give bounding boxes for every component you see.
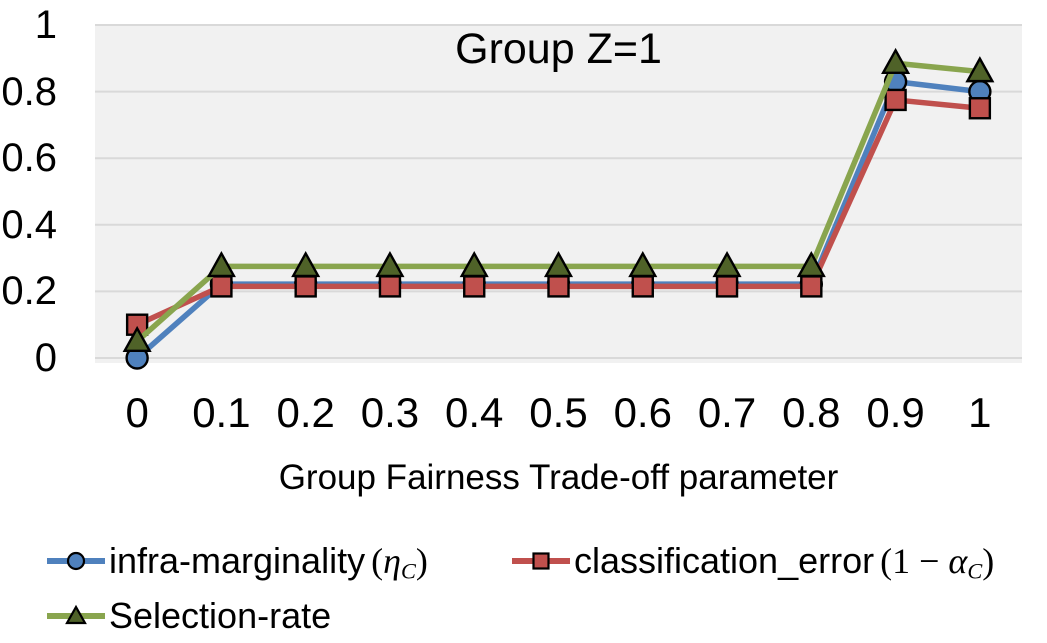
- series-marker-triangle: [459, 250, 489, 278]
- x-tick-label: 0.3: [360, 389, 420, 436]
- x-tick-label: 0.8: [782, 389, 841, 436]
- series-marker-square: [294, 275, 317, 298]
- x-tick-label: 0.5: [529, 389, 588, 436]
- legend-math: (1 − αC): [880, 541, 995, 584]
- legend-item: Selection-rate: [46, 593, 511, 639]
- legend: infra-marginality (ηC) classification_erro…: [46, 538, 1046, 639]
- plot-background: [95, 25, 1022, 363]
- legend-item: classification_error (1 − αC): [511, 538, 1046, 584]
- x-tick-label: 0.2: [276, 389, 335, 436]
- square-marker-icon: [532, 552, 550, 570]
- y-tick-label: 0.4: [1, 202, 57, 247]
- legend-swatch-square: [512, 552, 570, 570]
- y-tick-label: 1: [34, 3, 57, 47]
- series-marker-square: [210, 275, 233, 298]
- series-marker-square: [715, 275, 739, 298]
- x-tick-label: 0.4: [445, 389, 504, 436]
- legend-label: infra-marginality (ηC): [109, 540, 428, 584]
- x-tick-label: 0.6: [613, 389, 672, 436]
- legend-swatch-triangle: [47, 604, 105, 625]
- series-marker-triangle: [122, 325, 152, 353]
- y-tick-label: 0.6: [1, 136, 57, 181]
- series-marker-triangle: [712, 250, 742, 278]
- series-marker-triangle: [628, 250, 658, 278]
- x-axis-title: Group Fairness Trade-off parameter: [278, 458, 839, 497]
- circle-marker-icon: [66, 551, 86, 571]
- series-marker-square: [547, 275, 570, 298]
- series-marker-square: [631, 275, 654, 298]
- series-marker-square: [884, 88, 907, 112]
- series-marker-triangle: [881, 47, 911, 74]
- series-marker-triangle: [965, 56, 995, 83]
- y-tick-label: 0: [34, 336, 57, 380]
- x-tick-label: 0.1: [192, 389, 251, 436]
- chart-title: Group Z=1: [455, 25, 662, 73]
- series-marker-triangle: [291, 250, 321, 278]
- x-tick-label: 0.9: [866, 389, 925, 436]
- legend-label: Selection-rate: [109, 595, 332, 636]
- legend-item: infra-marginality (ηC): [46, 538, 511, 584]
- series-marker-square: [968, 97, 992, 120]
- series-marker-triangle: [206, 250, 236, 278]
- series-marker-square: [378, 275, 402, 298]
- series-marker-square: [800, 275, 823, 298]
- series-marker-triangle: [543, 250, 574, 278]
- x-tick-label: 1: [968, 389, 992, 436]
- y-tick-label: 0.2: [1, 269, 57, 314]
- triangle-marker-icon: [65, 604, 87, 625]
- legend-math: (ηC): [371, 541, 428, 584]
- plot-area: [95, 24, 1022, 370]
- legend-swatch-circle: [47, 551, 105, 571]
- series-marker-triangle: [375, 250, 405, 278]
- x-tick-label: 0: [125, 389, 149, 436]
- series-marker-square: [463, 275, 486, 298]
- x-tick-label: 0.7: [697, 389, 757, 436]
- legend-label: classification_error (1 − αC): [574, 540, 995, 584]
- series-marker-triangle: [796, 250, 826, 278]
- y-tick-label: 0.8: [1, 69, 57, 114]
